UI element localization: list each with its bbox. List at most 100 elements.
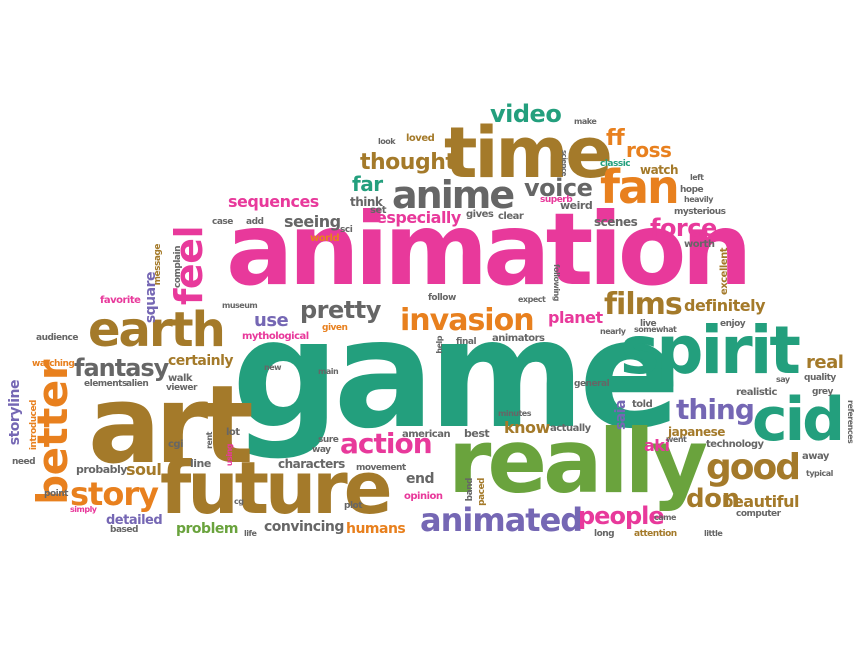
word-especially: especially [376, 208, 461, 227]
word-live: live [640, 319, 657, 329]
word-realistic: realistic [736, 387, 777, 398]
word-general: general [574, 379, 610, 389]
word-line: line [190, 457, 211, 470]
word-technology: technology [706, 439, 764, 450]
word-gives: gives [466, 209, 494, 220]
word-somewhat: somewhat [634, 325, 677, 334]
word-japanese: japanese [668, 425, 725, 439]
word-storyline: storyline [7, 380, 23, 446]
word-really: really [448, 410, 708, 513]
word-earth: earth [88, 302, 226, 358]
word-point: point [44, 489, 68, 499]
word-fan: fan [600, 160, 680, 214]
word-art: art [88, 363, 254, 488]
word-expect: expect [518, 295, 546, 304]
word-main: main [318, 367, 339, 376]
word-certainly: certainly [168, 353, 234, 369]
word-science: science [560, 150, 568, 176]
word-cg: cg [234, 497, 244, 506]
word-action: action [340, 427, 433, 460]
word-know: know [504, 418, 550, 437]
word-real: real [806, 352, 844, 373]
word-end: end [406, 471, 434, 487]
word-way: way [312, 445, 331, 455]
word-little: little [704, 529, 723, 538]
word-walk: walk [168, 373, 193, 384]
word-don: don [686, 484, 740, 514]
word-follow: follow [428, 293, 456, 303]
word-think: think [350, 195, 383, 209]
word-nearly: nearly [600, 327, 626, 336]
word-look: look [378, 137, 396, 146]
word-animated: animated [420, 501, 583, 539]
word-anime: anime [392, 173, 515, 217]
word-typical: typical [806, 469, 833, 478]
word-viewer: viewer [166, 383, 197, 393]
word-classic: classic [600, 159, 631, 169]
word-world: world [310, 233, 340, 244]
word-heavily: heavily [684, 195, 713, 204]
word-audience: audience [36, 333, 78, 343]
word-case: case [212, 217, 233, 227]
word-mythological: mythological [242, 331, 309, 342]
word-sci: sci [340, 225, 353, 235]
word-sure: sure [318, 435, 339, 445]
word-watching: watching [32, 359, 75, 369]
word-paced: paced [477, 478, 487, 506]
word-watch: watch [640, 163, 679, 177]
word-movement: movement [356, 463, 406, 473]
word-say: say [776, 375, 790, 384]
word-planet: planet [548, 308, 603, 327]
word-computer: computer [736, 509, 781, 519]
word-thought: thought [360, 150, 456, 175]
word-life: life [244, 529, 257, 538]
word-told: told [632, 399, 653, 410]
word-problem: problem [176, 521, 238, 537]
word-sequences: sequences [228, 192, 319, 211]
word-new: new [264, 363, 282, 372]
word-people: people [578, 502, 665, 530]
word-message: message [153, 244, 163, 286]
word-rent: rent [205, 432, 214, 449]
word-actually: actually [550, 423, 591, 434]
word-set: set [370, 205, 387, 216]
word-help: help [435, 336, 444, 354]
word-make: make [574, 117, 597, 126]
word-away: away [802, 451, 829, 462]
word-films: films [604, 287, 683, 322]
word-cid: cid [752, 385, 845, 455]
word-attention: attention [634, 529, 677, 539]
word-ff: ff [606, 126, 625, 151]
word-add: add [246, 217, 264, 227]
word-beautiful: beautiful [722, 492, 799, 511]
word-quality: quality [804, 373, 836, 383]
word-pretty: pretty [300, 296, 381, 324]
word-best: best [464, 427, 490, 440]
word-worth: worth [684, 239, 715, 250]
word-using: using [225, 444, 234, 467]
word-complain: complain [173, 246, 183, 288]
word-enjoy: enjoy [720, 319, 746, 329]
word-force: force [650, 214, 717, 242]
word-long: long [594, 529, 615, 539]
word-american: american [402, 429, 451, 440]
word-minutes: minutes [498, 409, 531, 418]
word-alien: alien [126, 379, 149, 389]
word-story: story [70, 475, 159, 513]
word-lot: lot [226, 427, 240, 438]
word-went: went [666, 435, 687, 444]
word-convincing: convincing [264, 519, 344, 535]
word-final: final [456, 337, 477, 347]
word-seeing: seeing [284, 212, 341, 231]
word-references: references [846, 400, 855, 444]
word-grey: grey [812, 387, 833, 397]
word-probably: probably [76, 463, 127, 476]
word-animation: animation [226, 191, 753, 308]
word-ross: ross [626, 138, 672, 162]
word-detailed: detailed [106, 513, 163, 528]
word-scenes: scenes [594, 215, 638, 229]
word-voice: voice [524, 174, 593, 202]
word-clear: clear [498, 211, 524, 222]
word-far: far [352, 172, 383, 196]
